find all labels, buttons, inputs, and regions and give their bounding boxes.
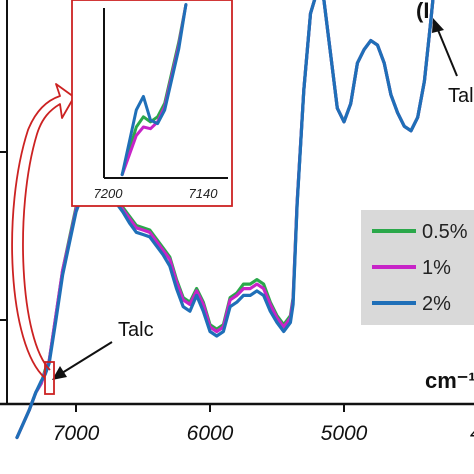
talc-arrowhead bbox=[52, 366, 67, 380]
inset-series-layer bbox=[120, 3, 188, 177]
x-axis-unit: cm⁻¹ bbox=[425, 368, 474, 393]
panel-label: (I bbox=[416, 0, 429, 23]
inset-series-line-2pct bbox=[120, 3, 188, 177]
zoom-callout-arrow bbox=[11, 83, 75, 379]
legend-label: 2% bbox=[422, 293, 451, 315]
talc-annotation: Talc bbox=[118, 319, 154, 341]
legend: 0.5% 1% 2% bbox=[372, 221, 468, 315]
talc-arrow-right bbox=[437, 29, 458, 77]
x-tick-labels: 7000 6000 5000 40 bbox=[53, 422, 474, 445]
talc-annotation-right: Tal bbox=[448, 85, 474, 107]
x-tick-label: 7000 bbox=[53, 422, 100, 445]
x-tick-label: 6000 bbox=[187, 422, 234, 445]
inset-frame bbox=[71, 0, 233, 207]
inset-tick-label: 7200 bbox=[94, 186, 124, 201]
x-tick-label: 5000 bbox=[321, 422, 368, 445]
inset-tick-label: 7140 bbox=[189, 186, 219, 201]
talc-arrowhead-right bbox=[432, 18, 444, 33]
talc-arrow bbox=[61, 341, 113, 374]
x-ticks bbox=[75, 404, 345, 412]
legend-label: 1% bbox=[422, 257, 451, 279]
legend-label: 0.5% bbox=[422, 221, 468, 243]
x-tick-label: 40 bbox=[470, 422, 474, 445]
inset-tick-labels: 7200 7140 bbox=[94, 186, 219, 201]
